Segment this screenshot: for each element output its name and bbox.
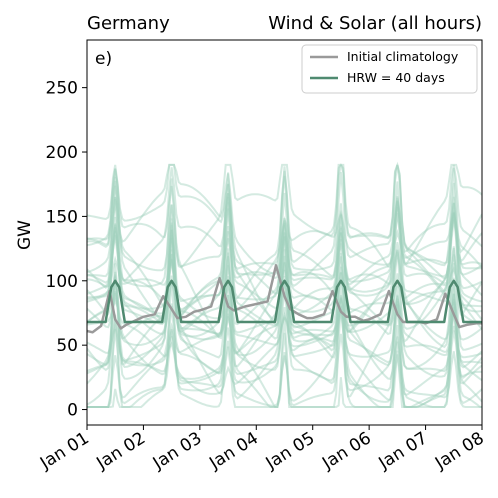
y-tick-label: 250 <box>46 79 78 99</box>
ensemble-member-line <box>87 222 482 408</box>
ensemble-member-line <box>87 163 482 357</box>
y-tick-label: 200 <box>46 143 78 163</box>
x-tick-label: Jan 06 <box>318 428 375 474</box>
ensemble-member-line <box>87 265 482 395</box>
ensemble-lines <box>87 161 482 408</box>
ensemble-member-line <box>87 235 482 408</box>
ensemble-member-line <box>87 185 482 313</box>
ensemble-member-line <box>87 163 482 313</box>
ensemble-member-line <box>87 170 482 338</box>
ensemble-member-line <box>87 161 482 310</box>
ensemble-member-line <box>87 196 482 336</box>
x-tick-label: Jan 01 <box>36 428 93 474</box>
ensemble-member-line <box>87 202 482 378</box>
chart-title-left: Germany <box>87 13 170 34</box>
ensemble-member-line <box>87 163 482 330</box>
plot-area <box>87 161 482 408</box>
y-tick-label: 50 <box>56 336 78 356</box>
y-tick-label: 100 <box>46 272 78 292</box>
ensemble-member-line <box>87 296 482 408</box>
ensemble-member-line <box>87 242 482 407</box>
x-tick-label: Jan 08 <box>431 428 488 474</box>
ensemble-member-line <box>87 201 482 341</box>
x-tick-label: Jan 07 <box>375 428 432 474</box>
x-axis: Jan 01 Jan 02 Jan 03 Jan 04 Jan 05 Jan 06 Jan … <box>36 425 488 474</box>
plot-frame <box>86 39 483 426</box>
panel-label: e) <box>95 49 112 69</box>
legend: Initial climatology HRW = 40 days <box>301 44 478 94</box>
x-tick-label: Jan 05 <box>262 428 319 474</box>
ensemble-member-line <box>87 208 482 408</box>
legend-box <box>301 44 478 94</box>
y-tick-label: 0 <box>67 401 78 421</box>
ensemble-member-line <box>87 163 482 380</box>
legend-label-initial-climatology: Initial climatology <box>347 49 459 64</box>
ensemble-member-line <box>87 209 482 320</box>
series-line-hrw <box>87 279 482 324</box>
x-tick-label: Jan 04 <box>205 428 262 474</box>
legend-label-hrw: HRW = 40 days <box>347 70 445 85</box>
ensemble-member-line <box>87 164 482 315</box>
x-tick-label: Jan 02 <box>92 428 149 474</box>
ensemble-member-line <box>87 218 482 408</box>
chart-title-right: Wind & Solar (all hours) <box>268 13 482 34</box>
ensemble-member-line <box>87 233 482 408</box>
y-axis-label: GW <box>15 220 35 250</box>
ensemble-member-line <box>87 238 482 346</box>
x-tick-label: Jan 03 <box>149 428 206 474</box>
series-lines <box>87 264 482 334</box>
y-tick-label: 150 <box>46 207 78 227</box>
ensemble-member-line <box>87 298 482 367</box>
ensemble-member-line <box>87 164 482 408</box>
ensemble-member-line <box>87 259 482 403</box>
ensemble-member-line <box>87 167 482 370</box>
ensemble-member-line <box>87 212 482 408</box>
y-axis: 0 50 100 150 200 250 <box>46 79 87 421</box>
